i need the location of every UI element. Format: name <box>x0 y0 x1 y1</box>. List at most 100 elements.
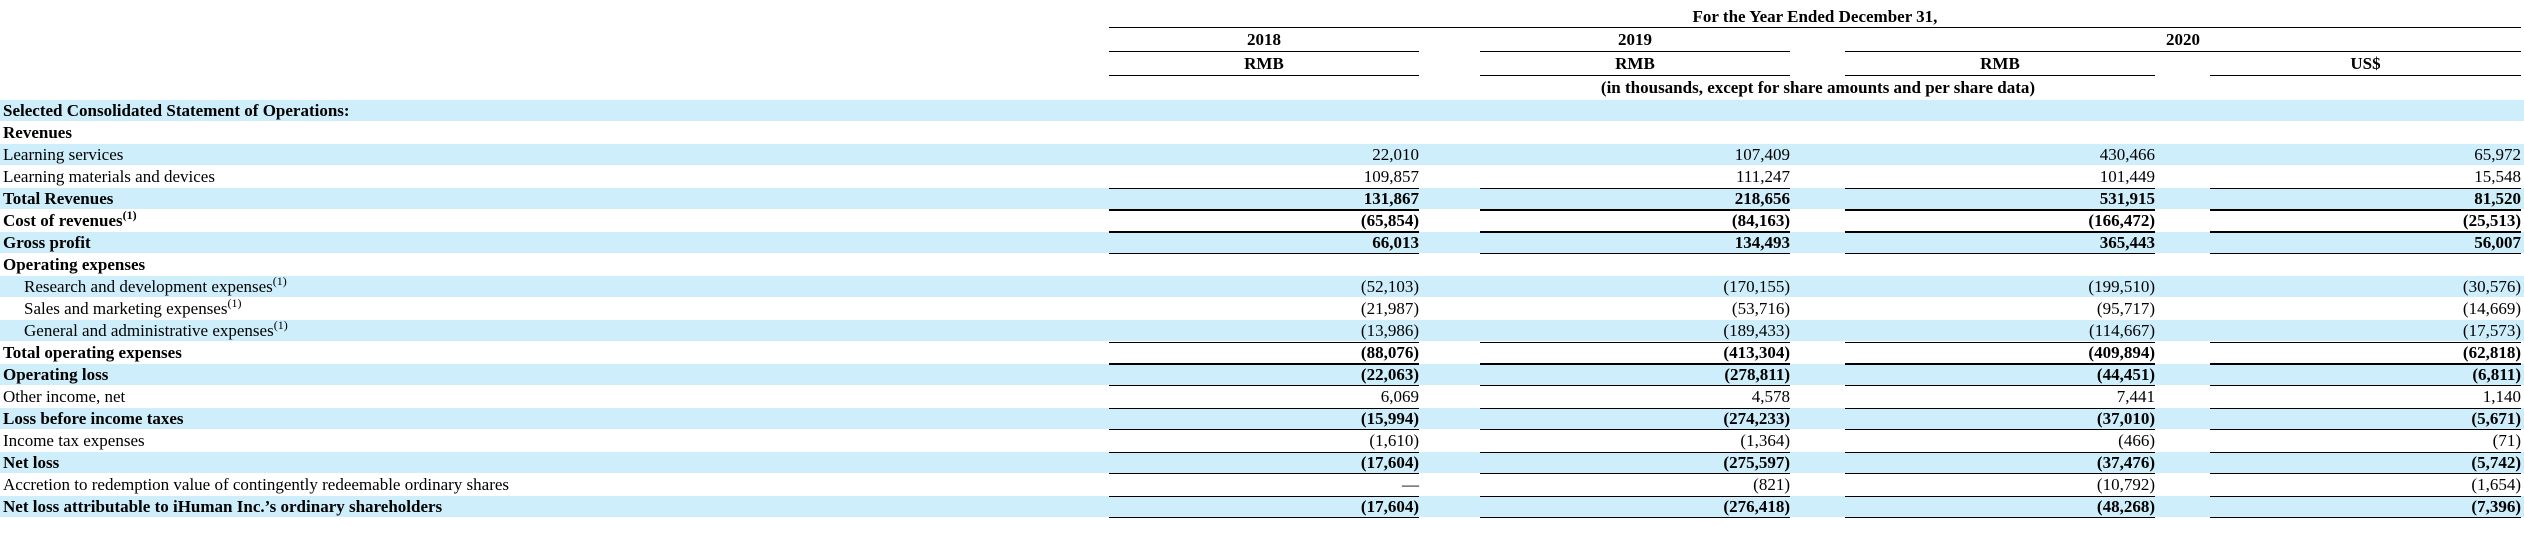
value-cell: (276,418) <box>1723 497 1790 516</box>
period-underline <box>1109 27 2521 28</box>
row-label-text: Total Revenues <box>3 189 114 208</box>
row-label-text: Revenues <box>3 123 72 142</box>
value-cell: (114,667) <box>2089 321 2155 340</box>
currency-2020-rmb: RMB <box>1980 54 2020 73</box>
total-rule <box>2210 210 2521 211</box>
value-cell: (278,811) <box>1724 365 1790 384</box>
value-cell: (84,163) <box>1731 211 1790 230</box>
row-label-text: Net loss <box>3 453 60 472</box>
row-label: General and administrative expenses(1) <box>24 318 288 341</box>
year-2020-header: 2020 <box>2166 30 2200 49</box>
table-row: Gross profit 66,013 134,493 365,443 56,007 <box>0 232 2524 253</box>
total-rule <box>1480 232 1790 233</box>
row-label-text: Total operating expenses <box>3 343 182 362</box>
units-note: (in thousands, except for share amounts … <box>1600 78 2036 97</box>
footnote-marker: (1) <box>273 318 288 332</box>
table-row: Sales and marketing expenses(1) (21,987) (… <box>0 297 2524 319</box>
value-cell: (17,573) <box>2462 321 2521 340</box>
total-rule <box>1109 473 1419 474</box>
year-2018-underline <box>1109 51 1419 52</box>
total-rule <box>2210 253 2521 254</box>
total-rule <box>1480 231 1790 232</box>
value-cell: (71) <box>2492 431 2521 450</box>
row-label: Income tax expenses <box>3 430 145 451</box>
total-rule <box>1480 253 1790 254</box>
footnote-marker: (1) <box>122 208 137 222</box>
total-rule <box>2210 363 2521 364</box>
row-label: Net loss attributable to iHuman Inc.’s o… <box>3 496 442 517</box>
row-label-text: Other income, net <box>3 387 126 406</box>
value-cell: 111,247 <box>1736 167 1790 186</box>
value-cell: (17,604) <box>1360 453 1419 472</box>
value-cell: 1,140 <box>2482 387 2521 406</box>
total-rule <box>1480 408 1790 409</box>
value-cell: 134,493 <box>1734 233 1790 252</box>
value-cell: 7,441 <box>2116 387 2155 406</box>
value-cell: 531,915 <box>2099 189 2155 208</box>
row-label: Sales and marketing expenses(1) <box>24 297 241 319</box>
total-rule <box>2210 232 2521 233</box>
value-cell: (1,654) <box>2471 475 2521 494</box>
total-rule <box>1109 231 1419 232</box>
total-rule <box>1845 209 2155 210</box>
value-cell: 22,010 <box>1372 145 1419 164</box>
row-label: Learning services <box>3 144 123 165</box>
value-cell: (5,671) <box>2471 409 2521 428</box>
table-row: Income tax expenses (1,610) (1,364) (466) (7… <box>0 430 2524 451</box>
year-2020-underline <box>1845 51 2521 52</box>
row-label-text: Income tax expenses <box>3 431 145 450</box>
value-cell: (413,304) <box>1723 343 1790 362</box>
value-cell: 65,972 <box>2474 145 2521 164</box>
total-rule <box>2210 209 2521 210</box>
currency-2018-underline <box>1109 75 1419 76</box>
total-rule <box>1845 231 2155 232</box>
value-cell: (466) <box>2118 431 2155 450</box>
total-rule <box>1845 210 2155 211</box>
row-label: Operating expenses <box>3 254 145 275</box>
value-cell: (6,811) <box>2472 365 2521 384</box>
value-cell: (95,717) <box>2096 299 2155 318</box>
value-cell: (21,987) <box>1360 299 1419 318</box>
row-label: Loss before income taxes <box>3 408 184 429</box>
value-cell: (25,513) <box>2462 211 2521 230</box>
row-label-text: Learning services <box>3 145 124 164</box>
table-row: Net loss (17,604) (275,597) (37,476) (5,742) <box>0 452 2524 473</box>
value-cell: (30,576) <box>2462 277 2521 296</box>
total-rule <box>1109 210 1419 211</box>
table-row: Revenues <box>0 122 2524 143</box>
table-row: Loss before income taxes (15,994) (274,233… <box>0 408 2524 429</box>
value-cell: (37,010) <box>2096 409 2155 428</box>
total-rule <box>1109 253 1419 254</box>
value-cell: (65,854) <box>1360 211 1419 230</box>
currency-2020-usd-underline <box>2210 75 2521 76</box>
value-cell: (44,451) <box>2096 365 2155 384</box>
value-cell: (17,604) <box>1360 497 1419 516</box>
table-row: Accretion to redemption value of conting… <box>0 474 2524 495</box>
total-rule <box>1109 188 1419 189</box>
total-rule <box>2210 496 2521 497</box>
value-cell: 101,449 <box>2099 167 2155 186</box>
value-cell: (37,476) <box>2096 453 2155 472</box>
total-rule <box>1109 364 1419 365</box>
total-rule <box>1480 517 1790 518</box>
total-rule <box>1480 209 1790 210</box>
currency-2020-rmb-underline <box>1845 75 2155 76</box>
row-label-text: Loss before income taxes <box>3 409 184 428</box>
total-rule <box>2210 452 2521 453</box>
value-cell: (13,986) <box>1360 321 1419 340</box>
period-header: For the Year Ended December 31, <box>1692 7 1938 26</box>
total-rule <box>1845 253 2155 254</box>
total-rule <box>1109 496 1419 497</box>
row-label: Operating loss <box>3 364 108 385</box>
table-row: Learning services 22,010 107,409 430,466 65,… <box>0 144 2524 165</box>
total-rule <box>2210 231 2521 232</box>
value-cell: (88,076) <box>1360 343 1419 362</box>
row-label-text: Cost of revenues <box>3 211 123 230</box>
row-label-text: Accretion to redemption value of conting… <box>3 475 510 494</box>
table-row: Selected Consolidated Statement of Opera… <box>0 100 2524 121</box>
value-cell: (199,510) <box>2088 277 2155 296</box>
row-label-text: Learning materials and devices <box>3 167 215 186</box>
value-cell: — <box>1402 475 1419 494</box>
value-cell: (409,894) <box>2088 343 2155 362</box>
total-rule <box>2210 408 2521 409</box>
